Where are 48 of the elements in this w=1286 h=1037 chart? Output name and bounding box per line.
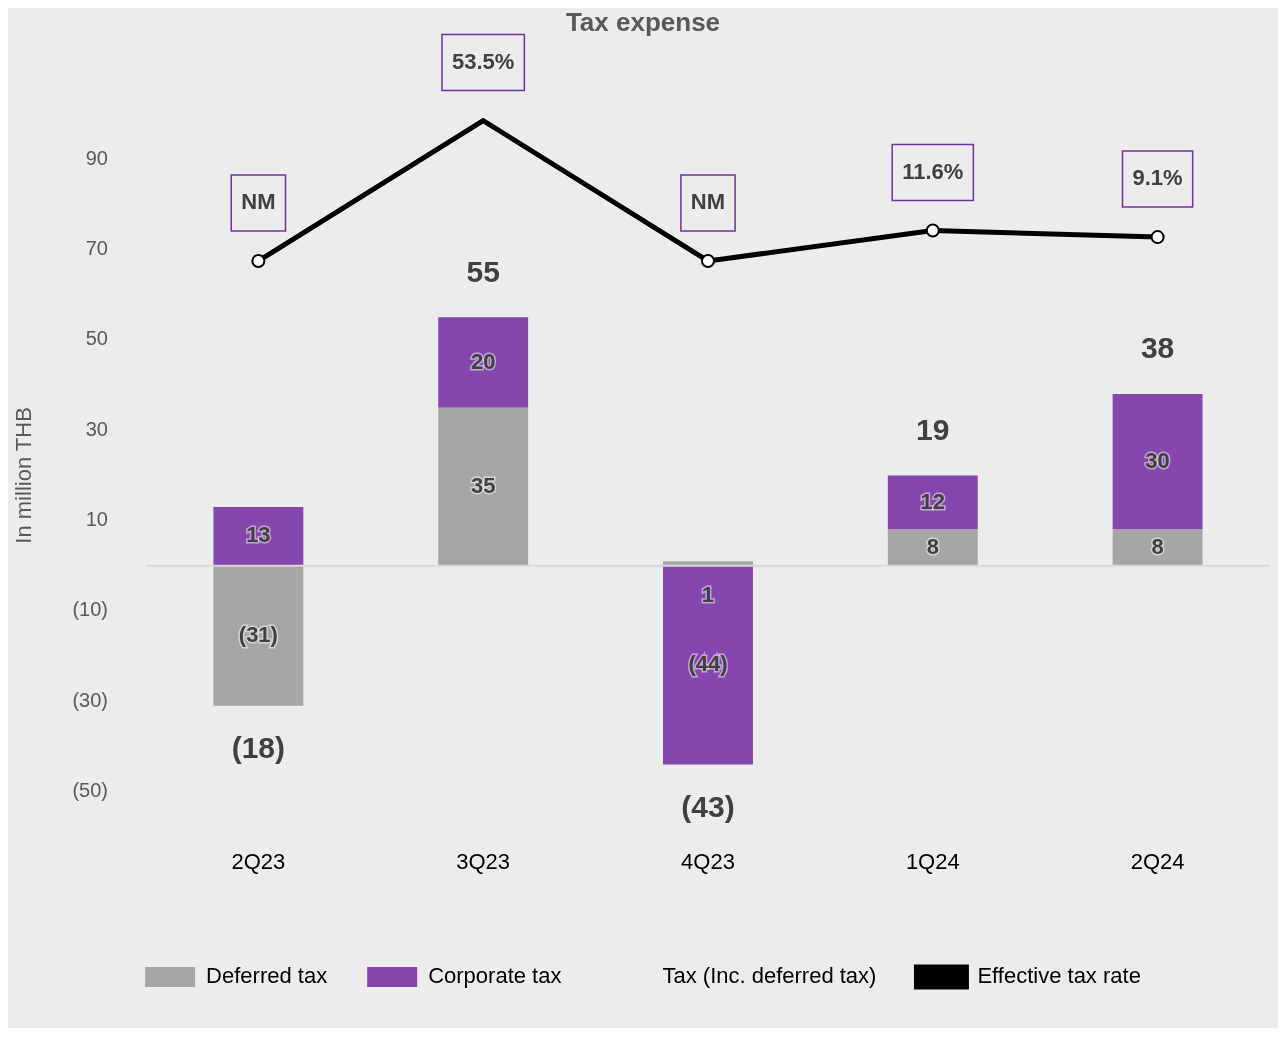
data-label: NM [690,189,726,215]
y-tick-label: 30 [85,417,108,440]
bar [213,565,304,706]
data-label: 13 [246,522,271,548]
data-label: (44) [688,651,728,677]
bar [887,475,978,530]
data-label: 20 [470,348,496,374]
data-label: (31) [238,621,278,647]
text: Tax (Inc. deferred tax) [662,963,877,989]
total-label: 55 [466,254,500,288]
bar [213,507,304,566]
bar [438,407,529,566]
x-tick-label: 2Q24 [1130,848,1185,874]
total-label: (43) [681,789,735,823]
y-tick-label: (50) [72,779,108,802]
y-tick-label: 90 [85,146,108,169]
legend-label: Corporate tax [428,963,562,989]
chart-title: Tax expense [565,6,721,37]
data-label: 30 [1145,447,1170,473]
total-label: 19 [916,412,950,446]
y-tick-label: 10 [85,508,108,531]
data-label: 1 [701,581,715,607]
data-label: 53.5% [451,48,515,74]
y-tick-label: 50 [85,327,108,350]
bar [438,317,529,408]
x-tick-label: 1Q24 [905,848,960,874]
total-label: (18) [231,731,286,765]
y-tick-label: (10) [72,598,108,621]
legend-label: Deferred tax [206,963,328,989]
data-label: 11.6% [902,158,964,184]
x-tick-label: 3Q23 [456,848,511,874]
data-label: 35 [470,472,496,498]
y-axis-title: In million THB [11,407,37,544]
y-tick-label: 70 [85,237,108,260]
legend-label: Effective tax rate [977,963,1141,989]
total-label: 38 [1140,331,1175,365]
data-label: 12 [920,488,946,514]
data-label: 9.1% [1132,165,1183,191]
y-tick-label: (30) [72,688,108,711]
x-tick-label: 2Q23 [231,848,286,874]
x-tick-label: 4Q23 [681,848,735,874]
data-label: 8 [926,533,939,559]
data-label: 8 [1151,533,1164,559]
bar [663,565,753,765]
bar [887,529,978,566]
data-label: NM [241,189,276,215]
bar [1112,529,1203,566]
bar [1112,394,1203,530]
